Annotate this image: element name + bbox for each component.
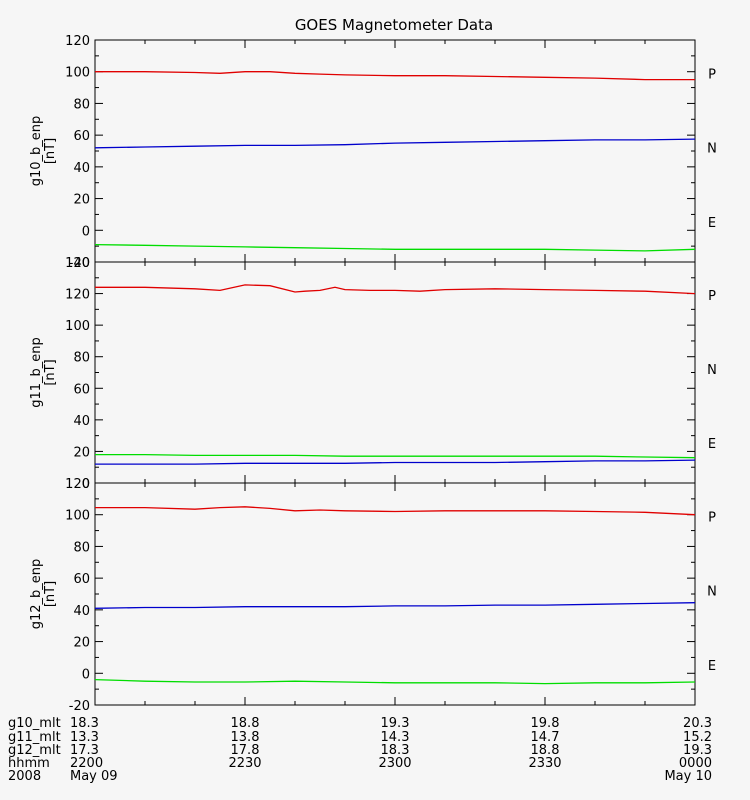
panel-3 bbox=[94, 482, 696, 706]
y-tick-label: -20 bbox=[69, 699, 90, 714]
series-line-N bbox=[94, 243, 696, 252]
y-tick-label: 60 bbox=[73, 129, 90, 144]
y-tick-label: 100 bbox=[65, 66, 90, 81]
x-row-value: 13.8 bbox=[231, 730, 260, 745]
y-axis-label: g12_b_enp bbox=[29, 559, 44, 630]
x-row-value: 19.3 bbox=[683, 743, 712, 758]
series-line-E bbox=[95, 459, 696, 465]
x-row-value: 18.8 bbox=[231, 716, 260, 731]
y-tick-label: 20 bbox=[73, 445, 90, 460]
x-row-label: g12_mlt bbox=[8, 743, 61, 758]
y-tick-label: 0 bbox=[82, 477, 90, 492]
legend-P: P bbox=[708, 289, 716, 304]
panel-frame bbox=[94, 482, 696, 706]
legend-E: E bbox=[708, 659, 716, 674]
y-tick-label: 120 bbox=[65, 34, 90, 49]
x-row-value: 2230 bbox=[228, 756, 261, 771]
x-row-value: 2330 bbox=[528, 756, 561, 771]
x-row-value: 18.8 bbox=[531, 743, 560, 758]
x-row-value: 20.3 bbox=[683, 716, 712, 731]
legend-E: E bbox=[708, 437, 716, 452]
y-tick-label: 80 bbox=[73, 351, 90, 366]
x-row-value: 17.3 bbox=[70, 743, 99, 758]
x-row-label: hhmm bbox=[8, 756, 50, 771]
x-row-value: 17.8 bbox=[231, 743, 260, 758]
y-tick-label: 120 bbox=[65, 477, 90, 492]
y-tick-label: 140 bbox=[65, 256, 90, 271]
x-row-value: 13.3 bbox=[70, 730, 99, 745]
legend-P: P bbox=[708, 67, 716, 82]
x-row-value: 2200 bbox=[70, 756, 103, 771]
y-tick-label: -20 bbox=[69, 256, 90, 271]
y-tick-label: 40 bbox=[73, 161, 90, 176]
y-axis-unit: [nT] bbox=[43, 581, 58, 607]
y-tick-label: 60 bbox=[73, 382, 90, 397]
legend-P: P bbox=[708, 510, 716, 525]
y-tick-label: 80 bbox=[73, 540, 90, 555]
x-row-label: g11_mlt bbox=[8, 730, 61, 745]
legend-E: E bbox=[708, 216, 716, 231]
legend-N: N bbox=[707, 585, 717, 600]
series-line-P bbox=[95, 71, 695, 81]
y-tick-label: 100 bbox=[65, 509, 90, 524]
y-tick-label: 40 bbox=[73, 414, 90, 429]
x-row-value: May 09 bbox=[70, 769, 118, 784]
x-row-value: May 10 bbox=[664, 769, 712, 784]
x-row-value: 19.3 bbox=[381, 716, 410, 731]
y-tick-label: 0 bbox=[82, 224, 90, 239]
y-tick-label: 60 bbox=[73, 572, 90, 587]
y-tick-label: 100 bbox=[65, 319, 90, 334]
y-tick-label: 80 bbox=[73, 97, 90, 112]
series-line-N bbox=[95, 453, 696, 459]
x-row-value: 18.3 bbox=[70, 716, 99, 731]
panel-frame bbox=[94, 261, 696, 484]
series-line-P bbox=[95, 506, 696, 516]
x-row-value: 15.2 bbox=[683, 730, 712, 745]
panel-1 bbox=[94, 39, 696, 263]
panel-2 bbox=[94, 261, 696, 484]
series-line-E bbox=[94, 602, 696, 609]
series-line-E bbox=[94, 138, 696, 149]
x-row-value: 2300 bbox=[378, 756, 411, 771]
x-row-label: 2008 bbox=[8, 769, 41, 784]
series-line-N bbox=[94, 678, 696, 685]
series-line-P bbox=[95, 284, 696, 295]
panel-frame bbox=[94, 39, 696, 263]
x-row-value: 14.7 bbox=[531, 730, 560, 745]
y-tick-label: 120 bbox=[65, 288, 90, 303]
y-axis-unit: [nT] bbox=[43, 138, 58, 164]
x-row-label: g10_mlt bbox=[8, 716, 61, 731]
y-axis-label: g10_b_enp bbox=[29, 116, 44, 187]
chart-title: GOES Magnetometer Data bbox=[295, 16, 493, 34]
x-row-value: 14.3 bbox=[381, 730, 410, 745]
y-axis-unit: [nT] bbox=[43, 359, 58, 385]
legend-N: N bbox=[707, 142, 717, 157]
y-tick-label: 0 bbox=[82, 667, 90, 682]
y-tick-label: 20 bbox=[73, 636, 90, 651]
y-axis-label: g11_b_enp bbox=[29, 337, 44, 408]
legend-N: N bbox=[707, 363, 717, 378]
x-row-value: 19.8 bbox=[531, 716, 560, 731]
y-tick-label: 40 bbox=[73, 604, 90, 619]
x-row-value: 18.3 bbox=[381, 743, 410, 758]
x-row-value: 0000 bbox=[679, 756, 712, 771]
y-tick-label: 20 bbox=[73, 193, 90, 208]
